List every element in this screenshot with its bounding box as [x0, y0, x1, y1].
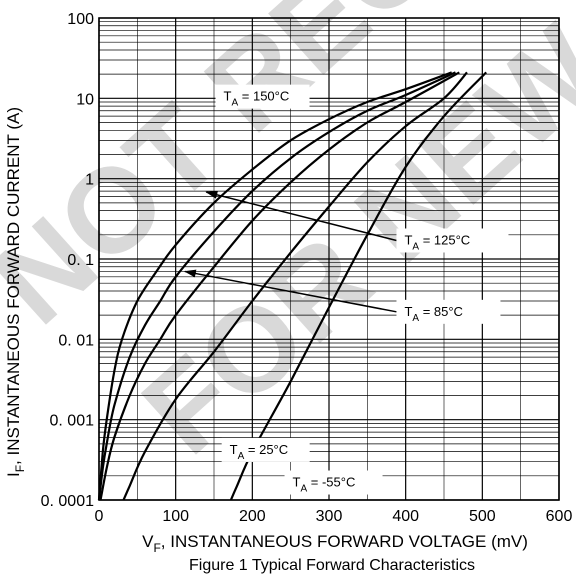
x-tick-label: 300 [316, 508, 343, 525]
x-tick-label: 500 [469, 508, 496, 525]
annotation-box-0 [215, 84, 310, 109]
series-label-main-3: T [230, 442, 238, 457]
annotation-box-1 [396, 228, 509, 253]
y-tick-label: 0. 0001 [41, 493, 94, 510]
series-label-rest-2: = 85°C [419, 304, 463, 319]
plot-frame [98, 17, 560, 501]
y-tick-label: 100 [67, 11, 94, 28]
series-label-1: TA = 125°C [404, 232, 470, 252]
tick-labels: 0 100 200 300 400 500 600 100 10 1 0. 1 0. 01 0. 001… [41, 11, 573, 525]
series-label-main-4: T [293, 475, 301, 490]
series-annotations: TA = 150°CTA = 125°CTA = 85°CTA = 25°CTA… [183, 84, 509, 495]
series-label-sub-3: A [238, 451, 245, 462]
series-label-rest-0: = 150°C [238, 89, 289, 104]
x-tick-label: 200 [239, 508, 266, 525]
x-axis-label-subscript: F [153, 541, 160, 555]
series-label-main-1: T [404, 232, 412, 247]
figure-caption: Figure 1 Typical Forward Characteristics [189, 557, 475, 574]
y-tick-label: 1 [85, 172, 94, 189]
series-label-main-2: T [404, 304, 412, 319]
y-axis-label-symbol: I [4, 472, 23, 477]
x-tick-label: 400 [392, 508, 419, 525]
annotation-arrow-1 [205, 190, 397, 242]
series-line-1 [97, 71, 456, 501]
series-label-rest-3: = 25°C [244, 442, 288, 457]
y-axis-label-text: , INSTANTANEOUS FORWARD CURRENT (A) [4, 107, 23, 465]
series-label-sub-1: A [412, 241, 419, 252]
series-label-sub-4: A [300, 484, 307, 495]
x-axis-label-symbol: V [142, 532, 154, 551]
x-tick-label: 100 [162, 508, 189, 525]
y-tick-label: 10 [76, 91, 94, 108]
annotation-arrow-2 [183, 269, 397, 313]
y-tick-label: 0. 1 [67, 252, 94, 269]
x-axis-label-text: , INSTANTANEOUS FORWARD VOLTAGE (mV) [161, 532, 528, 551]
y-axis-label-subscript: F [13, 465, 27, 472]
annotation-box-4 [284, 470, 383, 495]
x-tick-label: 0 [95, 508, 104, 525]
series-label-4: TA = -55°C [293, 475, 356, 495]
x-tick-label: 600 [546, 508, 573, 525]
series-label-rest-1: = 125°C [419, 232, 470, 247]
series-label-rest-4: = -55°C [307, 475, 355, 490]
series-line-2 [99, 71, 460, 501]
series-label-2: TA = 85°C [404, 304, 463, 324]
x-axis-label: VF, INSTANTANEOUS FORWARD VOLTAGE (mV) [142, 532, 528, 555]
y-axis-label: IF, INSTANTANEOUS FORWARD CURRENT (A) [4, 107, 27, 477]
series-label-sub-2: A [412, 313, 419, 324]
series-line-4 [229, 71, 487, 501]
y-tick-label: 0. 01 [58, 332, 94, 349]
series-label-0: TA = 150°C [224, 89, 290, 109]
series-label-3: TA = 25°C [230, 442, 289, 462]
grid [98, 17, 560, 501]
series-line-3 [122, 71, 468, 501]
series-label-sub-0: A [231, 98, 238, 109]
series-lines [97, 71, 487, 501]
series-label-main-0: T [224, 89, 232, 104]
y-tick-label: 0. 001 [50, 413, 95, 430]
annotation-box-3 [221, 437, 310, 462]
series-line-0 [97, 71, 453, 501]
annotation-box-2 [396, 299, 501, 324]
